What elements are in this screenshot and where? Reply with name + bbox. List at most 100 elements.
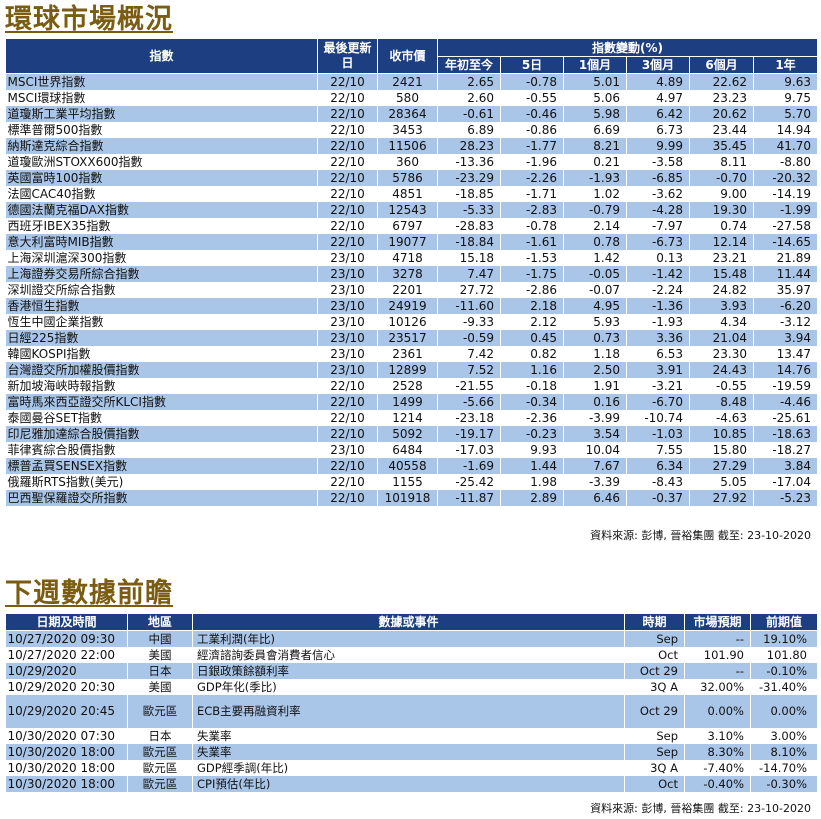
3m-change-cell: 4.97 — [626, 90, 690, 106]
market-table-row: 巴西聖保羅證交所指數 22/10 101918 -11.87 2.89 6.46 -0.37… — [5, 490, 818, 506]
1y-change-cell: 11.44 — [753, 266, 818, 282]
ytd-change-cell: -13.36 — [437, 154, 501, 170]
period-column-header: 時期 — [624, 613, 685, 631]
3m-change-cell: -6.85 — [626, 170, 690, 186]
1y-change-cell: -17.04 — [753, 474, 818, 490]
market-table-row: 韓國KOSPI指數 23/10 2361 7.42 0.82 1.18 6.53 23.30 1… — [5, 346, 818, 362]
ytd-column-header: 年初至今 — [437, 56, 501, 74]
6m-column-header: 6個月 — [689, 56, 754, 74]
market-table-row: 納斯達克綜合指數 22/10 11506 28.23 -1.77 8.21 9.99 35.4… — [5, 138, 818, 154]
6m-change-cell: 27.29 — [689, 458, 754, 474]
ytd-change-cell: 15.18 — [437, 250, 501, 266]
last-update-cell: 23/10 — [317, 442, 378, 458]
market-table-row: 恆生中國企業指數 23/10 10126 -9.33 2.12 5.93 -1.93 4.34… — [5, 314, 818, 330]
event-datetime-cell: 10/30/2020 07:30 — [5, 728, 128, 744]
market-table-row: 菲律賓綜合股價指數 23/10 6484 -17.03 9.93 10.04 7.55 15.… — [5, 442, 818, 458]
last-update-cell: 22/10 — [317, 394, 378, 410]
calendar-table-row: 10/29/2020 20:45 歐元區 ECB主要再融資利率 Oct 29 0.00%… — [5, 695, 818, 728]
1y-change-cell: 9.75 — [753, 90, 818, 106]
1m-change-cell: -3.39 — [563, 474, 627, 490]
event-name-cell: GDP年化(季比) — [192, 679, 625, 695]
5d-change-cell: -0.34 — [500, 394, 564, 410]
6m-change-cell: 15.48 — [689, 266, 754, 282]
close-price-cell: 5786 — [377, 170, 438, 186]
market-table-row: 英國富時100指數 22/10 5786 -23.29 -2.26 -1.93 -6.85-… — [5, 170, 818, 186]
1m-change-cell: -0.79 — [563, 202, 627, 218]
index-name-cell: 納斯達克綜合指數 — [5, 138, 318, 154]
1y-change-cell: 13.47 — [753, 346, 818, 362]
6m-change-cell: 0.74 — [689, 218, 754, 234]
1m-change-cell: 0.16 — [563, 394, 627, 410]
region-cell: 美國 — [127, 647, 193, 663]
last-update-cell: 23/10 — [317, 362, 378, 378]
6m-change-cell: 19.30 — [689, 202, 754, 218]
6m-change-cell: -4.63 — [689, 410, 754, 426]
market-table-row: 深圳證交所綜合指數 23/10 2201 27.72 -2.86 -0.07 -2.24 24… — [5, 282, 818, 298]
1y-change-cell: -25.61 — [753, 410, 818, 426]
6m-change-cell: 24.43 — [689, 362, 754, 378]
market-table-row: 新加坡海峽時報指數 22/10 2528 -21.55 -0.18 1.91 -3.21 -0… — [5, 378, 818, 394]
3m-change-cell: -1.03 — [626, 426, 690, 442]
region-cell: 日本 — [127, 663, 193, 679]
market-source-note: 資料來源: 彭博, 晉裕集團 截至: 23-10-2020 — [590, 529, 811, 542]
last-update-cell: 22/10 — [317, 234, 378, 250]
ytd-change-cell: -1.69 — [437, 458, 501, 474]
1m-change-cell: 1.91 — [563, 378, 627, 394]
1y-change-cell: 3.94 — [753, 330, 818, 346]
close-price-cell: 2528 — [377, 378, 438, 394]
close-price-cell: 2201 — [377, 282, 438, 298]
market-table-row: 上海深圳滬深300指數 23/10 4718 15.18 -1.53 1.42 0.13 23… — [5, 250, 818, 266]
1m-change-cell: 1.18 — [563, 346, 627, 362]
1m-change-cell: 2.14 — [563, 218, 627, 234]
index-name-cell: 巴西聖保羅證交所指數 — [5, 490, 318, 506]
5d-change-cell: -1.77 — [500, 138, 564, 154]
index-name-cell: 泰國曼谷SET指數 — [5, 410, 318, 426]
close-column-header: 收市價 — [377, 38, 438, 74]
6m-change-cell: 23.23 — [689, 90, 754, 106]
ytd-change-cell: -28.83 — [437, 218, 501, 234]
index-name-cell: 日經225指數 — [5, 330, 318, 346]
index-name-cell: 新加坡海峽時報指數 — [5, 378, 318, 394]
last-update-cell: 22/10 — [317, 490, 378, 506]
6m-change-cell: 8.11 — [689, 154, 754, 170]
calendar-table-row: 10/27/2020 22:00 美國 經濟諮詢委員會消費者信心 Oct 101.90 1… — [5, 647, 818, 663]
5d-change-cell: -0.78 — [500, 218, 564, 234]
6m-change-cell: 10.85 — [689, 426, 754, 442]
last-update-cell: 22/10 — [317, 122, 378, 138]
index-name-cell: 西班牙IBEX35指數 — [5, 218, 318, 234]
ytd-change-cell: -19.17 — [437, 426, 501, 442]
forecast-cell: -0.40% — [684, 776, 751, 792]
index-name-cell: 菲律賓綜合股價指數 — [5, 442, 318, 458]
index-name-cell: 深圳證交所綜合指數 — [5, 282, 318, 298]
5d-change-cell: 2.89 — [500, 490, 564, 506]
1y-change-cell: -8.80 — [753, 154, 818, 170]
event-datetime-cell: 10/27/2020 22:00 — [5, 647, 128, 663]
close-price-cell: 101918 — [377, 490, 438, 506]
period-cell: 3Q A — [624, 760, 685, 776]
forecast-column-header: 市場預期 — [684, 613, 751, 631]
5d-change-cell: -2.86 — [500, 282, 564, 298]
ytd-change-cell: -5.33 — [437, 202, 501, 218]
previous-value-cell: -0.30% — [750, 776, 818, 792]
forecast-cell: 8.30% — [684, 744, 751, 760]
index-name-cell: 韓國KOSPI指數 — [5, 346, 318, 362]
event-datetime-cell: 10/30/2020 18:00 — [5, 776, 128, 792]
last-update-cell: 23/10 — [317, 250, 378, 266]
last-update-cell: 22/10 — [317, 458, 378, 474]
ytd-change-cell: 27.72 — [437, 282, 501, 298]
event-name-cell: ECB主要再融資利率 — [192, 695, 625, 728]
previous-value-cell: 19.10% — [750, 630, 818, 647]
3m-change-cell: 3.91 — [626, 362, 690, 378]
5d-change-cell: -1.71 — [500, 186, 564, 202]
index-name-cell: 道瓊歐洲STOXX600指數 — [5, 154, 318, 170]
5d-change-cell: -0.78 — [500, 73, 564, 90]
close-price-cell: 10126 — [377, 314, 438, 330]
event-datetime-cell: 10/29/2020 20:45 — [5, 695, 128, 728]
previous-value-cell: -14.70% — [750, 760, 818, 776]
1m-change-cell: -1.93 — [563, 170, 627, 186]
forecast-cell: 3.10% — [684, 728, 751, 744]
ytd-change-cell: -0.61 — [437, 106, 501, 122]
1m-change-cell: 6.69 — [563, 122, 627, 138]
event-datetime-cell: 10/30/2020 18:00 — [5, 760, 128, 776]
1m-change-cell: 5.06 — [563, 90, 627, 106]
